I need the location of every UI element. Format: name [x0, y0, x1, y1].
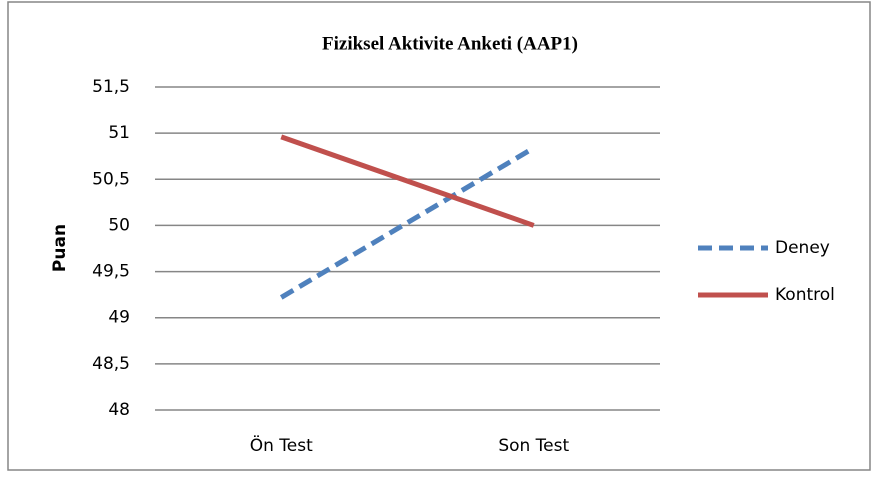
y-tick-label: 51 — [108, 123, 130, 143]
y-tick-label: 48,5 — [92, 354, 130, 374]
legend-label: Deney — [775, 238, 830, 258]
y-tick-label: 48 — [108, 400, 130, 420]
y-tick-label: 49 — [108, 308, 130, 328]
chart-title: Fiziksel Aktivite Anketi (AAP1) — [322, 33, 578, 54]
y-tick-label: 50,5 — [92, 169, 130, 189]
y-tick-label: 51,5 — [92, 77, 130, 97]
x-tick-label: Ön Test — [250, 434, 313, 456]
legend-label: Kontrol — [775, 285, 835, 305]
y-tick-label: 49,5 — [92, 262, 130, 282]
x-tick-label: Son Test — [498, 436, 569, 456]
series-line — [280, 134, 535, 228]
series-line — [279, 145, 536, 300]
chart-border — [7, 1, 871, 471]
y-axis-label: Puan — [50, 224, 70, 272]
y-tick-label: 50 — [108, 215, 130, 235]
